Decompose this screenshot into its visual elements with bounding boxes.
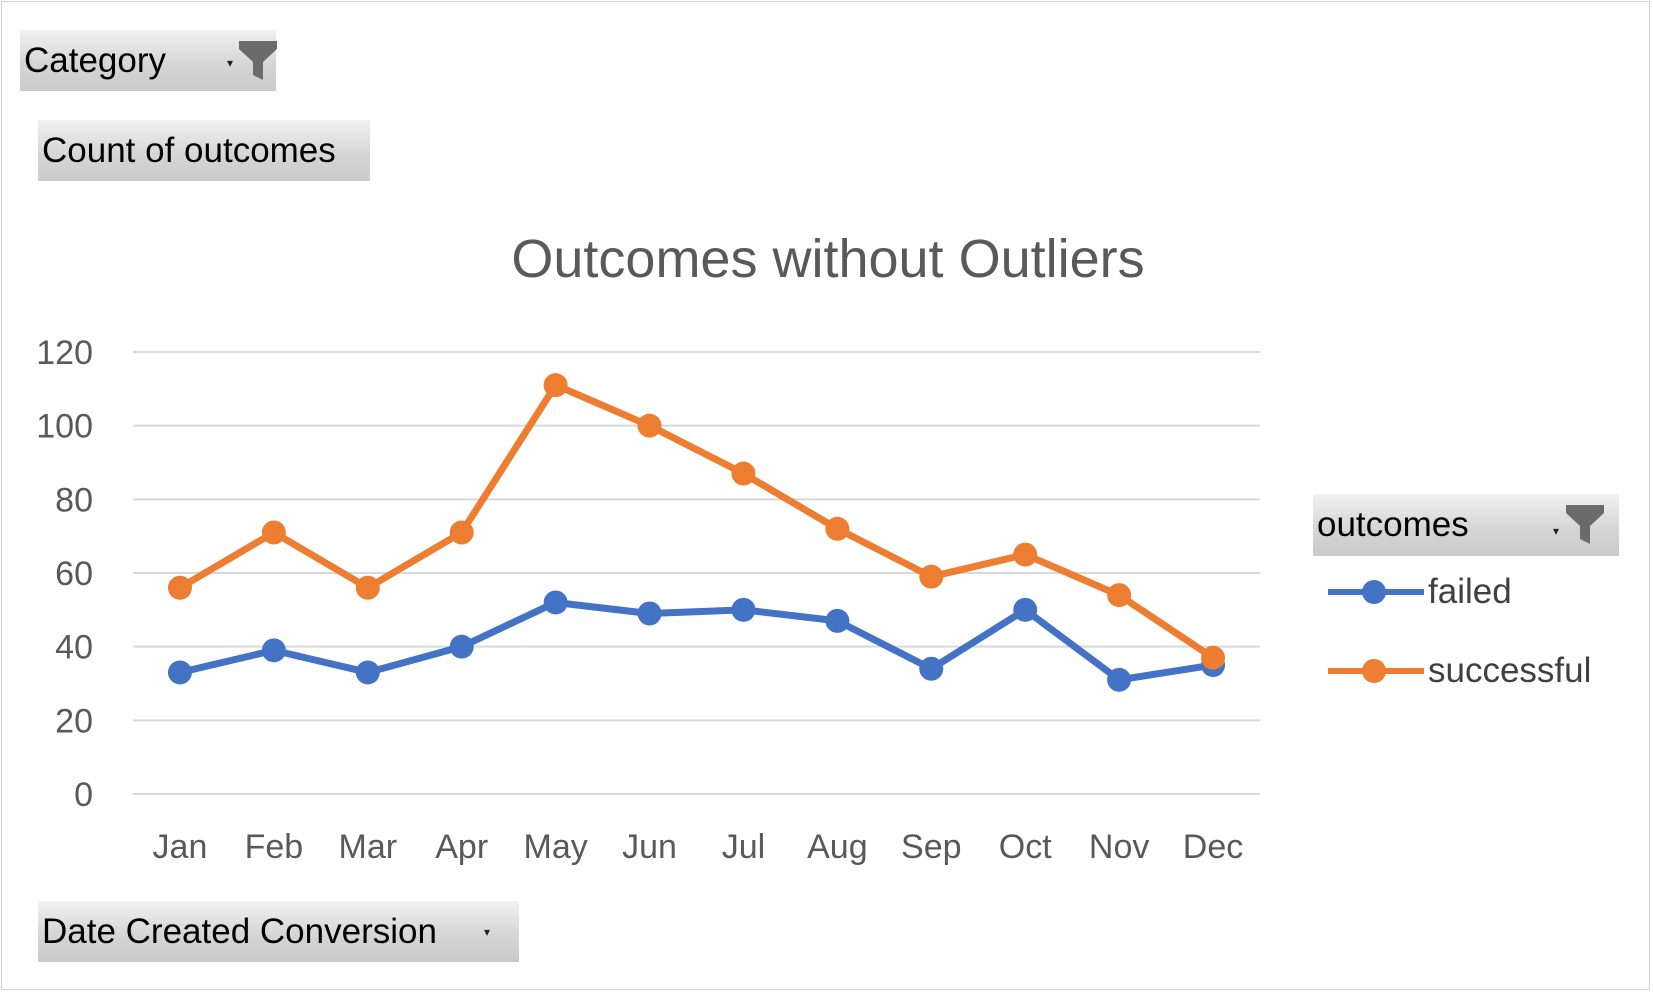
dropdown-arrow-icon: ▾ [484,925,491,939]
legend-swatch-successful [1328,659,1424,683]
legend-label-failed: failed [1428,572,1512,611]
values-field-label: Count of outcomes [42,130,336,170]
legend-item-failed[interactable]: failed [1326,572,1512,612]
legend-field-button[interactable]: outcomes ▾ [1313,494,1619,556]
legend-swatch-failed [1328,580,1424,604]
axis-field-label: Date Created Conversion [42,911,437,951]
values-field-button[interactable]: Count of outcomes [38,120,370,181]
dropdown-arrow-icon: ▾ [227,56,234,70]
funnel-icon [1566,505,1604,544]
category-filter-label: Category [24,40,167,80]
legend-item-successful[interactable]: successful [1326,651,1591,691]
dropdown-arrow-icon: ▾ [1553,524,1560,538]
axis-field-button[interactable]: Date Created Conversion ▾ [38,901,519,962]
funnel-icon [239,41,277,80]
legend-label-successful: successful [1428,651,1592,690]
category-filter-button[interactable]: Category ▾ [20,30,277,91]
legend-field-label: outcomes [1317,505,1469,544]
